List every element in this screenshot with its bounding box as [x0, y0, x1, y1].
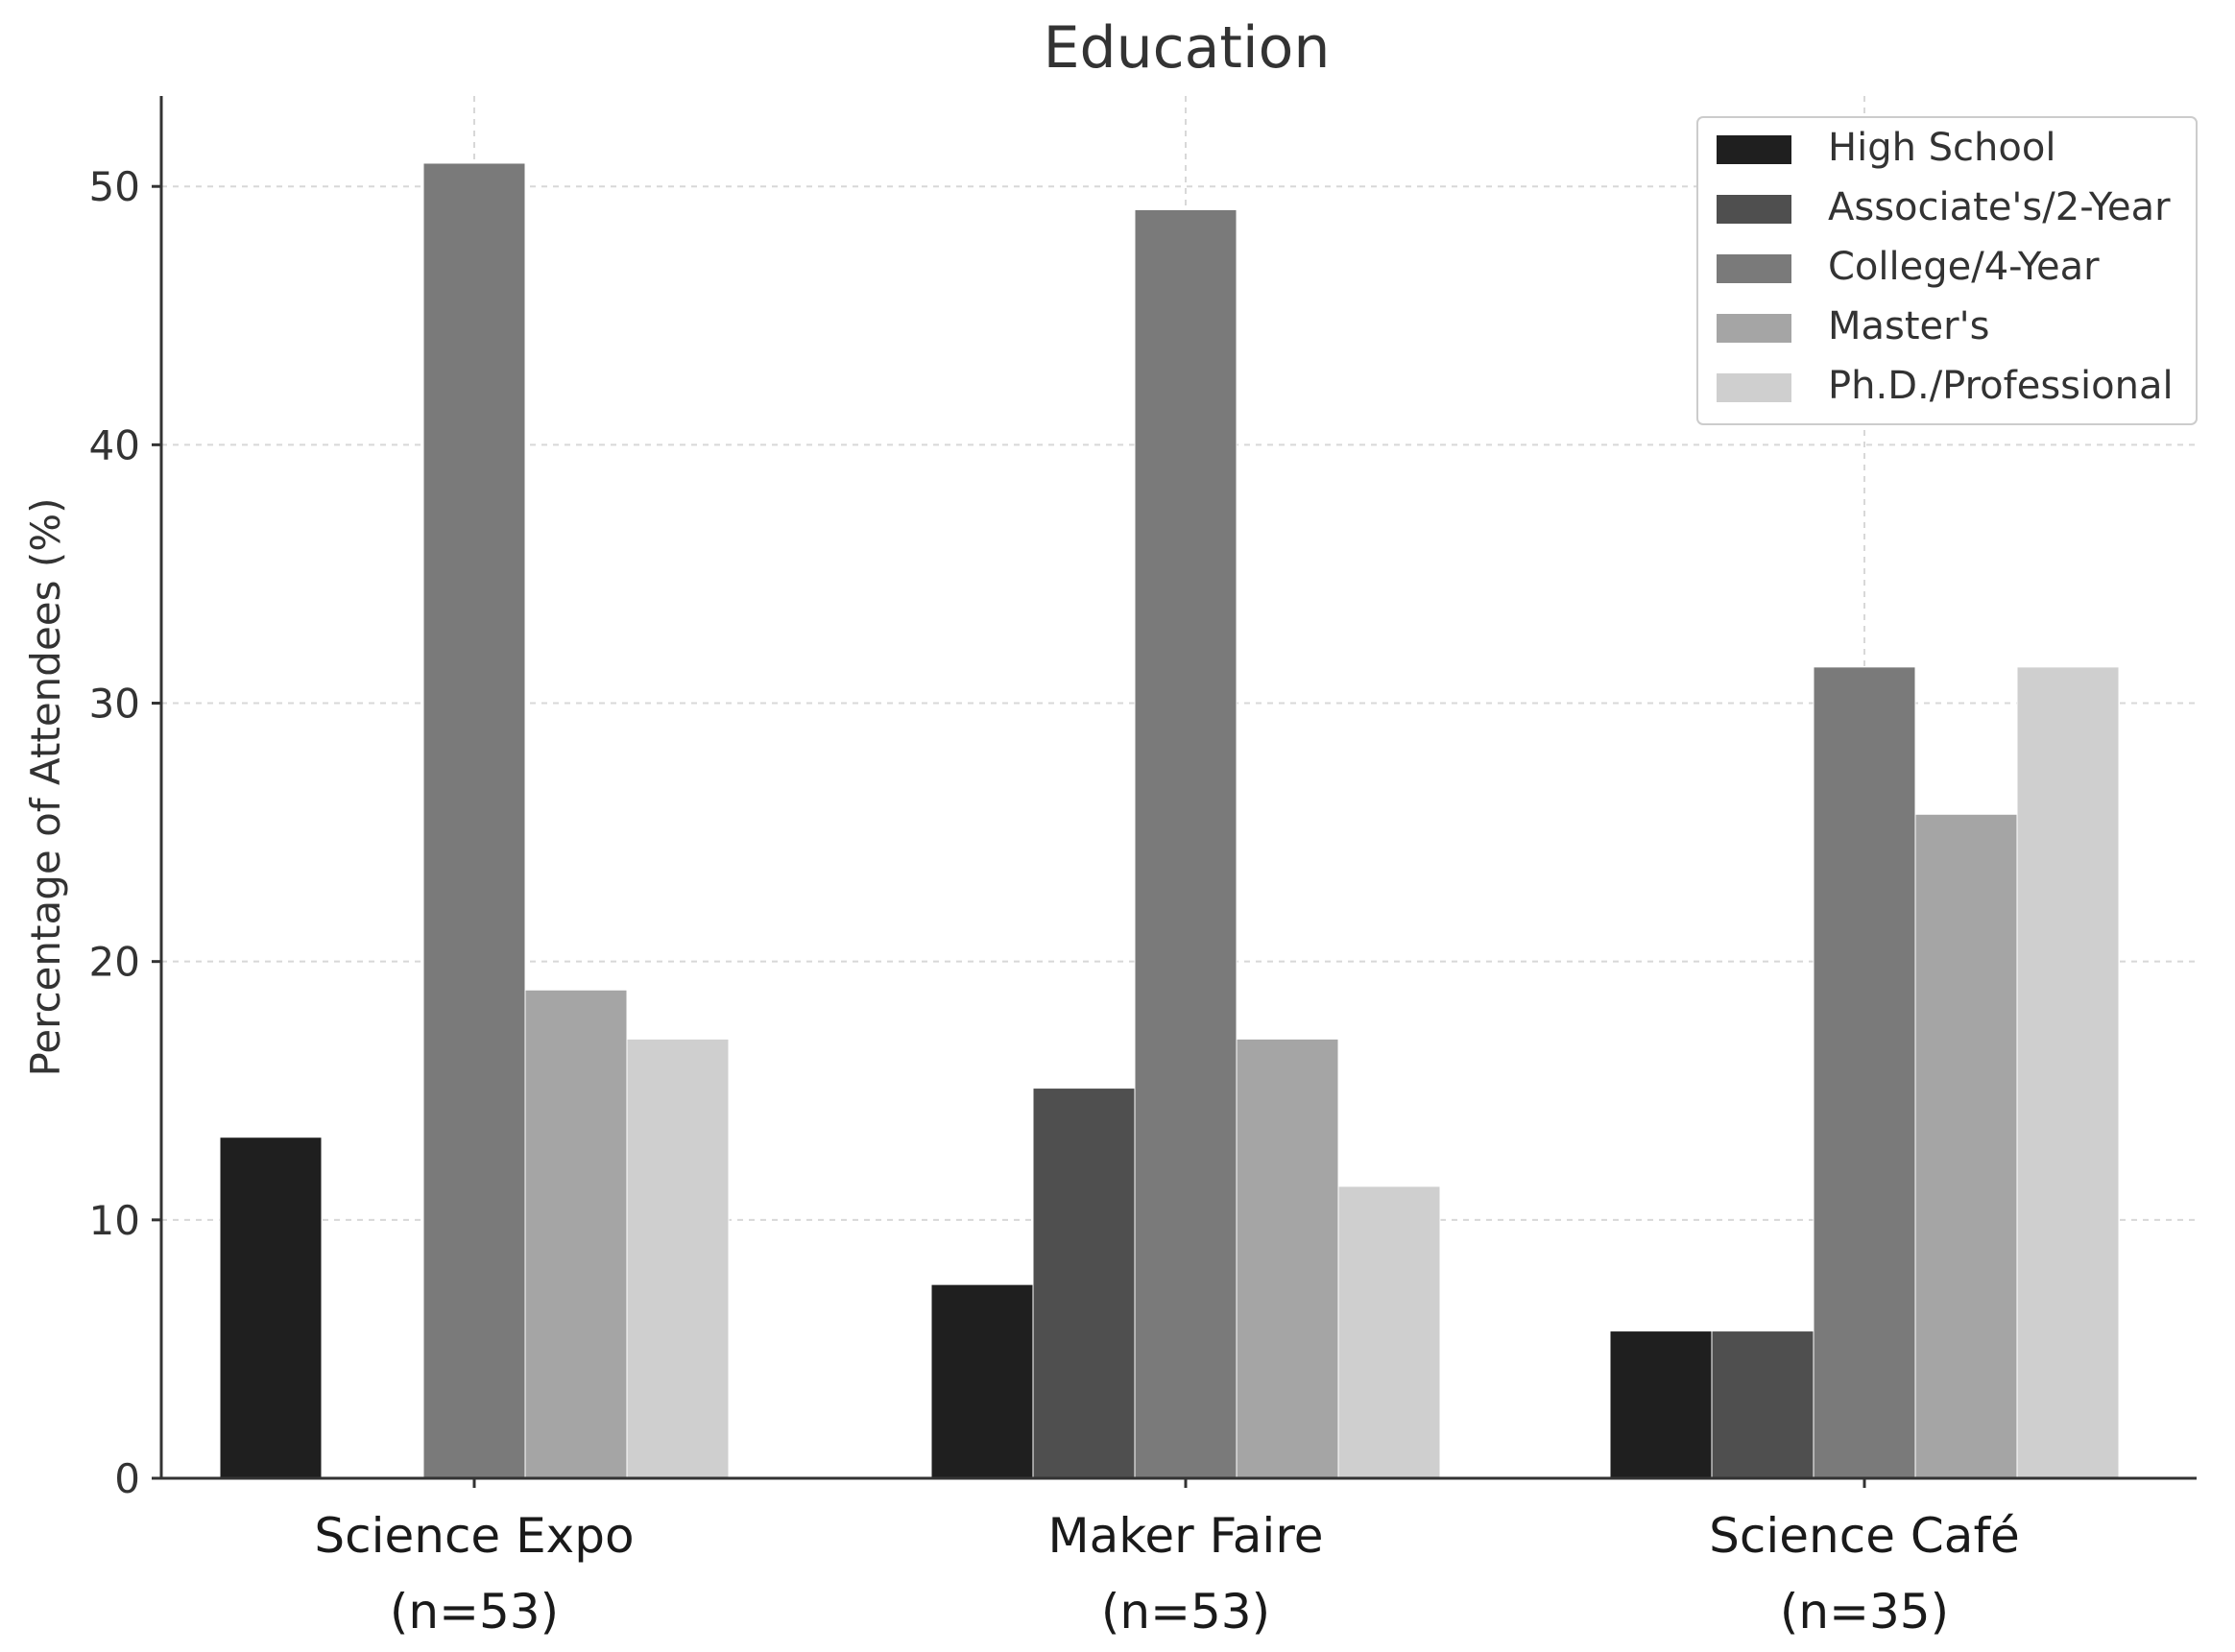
- y-tick-label: 20: [89, 939, 140, 986]
- bar: [1711, 1330, 1814, 1479]
- y-tick-label: 30: [89, 681, 140, 728]
- bar: [1914, 813, 2018, 1479]
- bar: [1032, 1088, 1136, 1479]
- x-tick-label: Maker Faire: [1047, 1508, 1323, 1564]
- chart-title: Education: [1044, 14, 1331, 82]
- bar: [524, 989, 628, 1479]
- legend-label: Master's: [1828, 304, 1989, 348]
- x-tick-sample-size: (n=53): [390, 1584, 559, 1640]
- legend-frame: [1696, 116, 2198, 425]
- bar: [219, 1137, 323, 1479]
- bar: [626, 1038, 730, 1479]
- x-tick-label: Science Expo: [314, 1508, 634, 1564]
- bar: [1813, 666, 1916, 1479]
- ticks-layer: 0 10 20 30 40 50 Science Expo (n=53) Maker Faire…: [89, 163, 2020, 1640]
- legend-swatch: [1717, 254, 1791, 283]
- bar: [2016, 666, 2120, 1479]
- bar: [1609, 1330, 1713, 1479]
- legend: High School Associate's/2-Year College/4-Y…: [1696, 116, 2198, 425]
- bar: [422, 162, 526, 1479]
- legend-label: High School: [1828, 126, 2055, 170]
- legend-label: Ph.D./Professional: [1828, 364, 2174, 408]
- legend-swatch: [1717, 135, 1791, 164]
- bar: [1236, 1038, 1339, 1479]
- x-tick-sample-size: (n=35): [1780, 1584, 1949, 1640]
- legend-label: College/4-Year: [1828, 245, 2100, 289]
- y-tick-label: 50: [89, 163, 140, 210]
- x-tick-sample-size: (n=53): [1101, 1584, 1270, 1640]
- y-tick-label: 10: [89, 1197, 140, 1244]
- bars-layer: [219, 162, 2120, 1479]
- legend-label: Associate's/2-Year: [1828, 185, 2171, 229]
- legend-swatch: [1717, 373, 1791, 402]
- bar: [1337, 1185, 1441, 1479]
- x-tick-label: Science Café: [1709, 1508, 2020, 1564]
- y-tick-label: 0: [114, 1455, 140, 1502]
- axes-layer: [159, 96, 2197, 1480]
- y-axis-label: Percentage of Attendees (%): [22, 497, 69, 1076]
- y-tick-label: 40: [89, 421, 140, 468]
- bar: [1134, 208, 1238, 1479]
- legend-swatch: [1717, 195, 1791, 224]
- legend-swatch: [1717, 314, 1791, 343]
- bar: [930, 1283, 1034, 1479]
